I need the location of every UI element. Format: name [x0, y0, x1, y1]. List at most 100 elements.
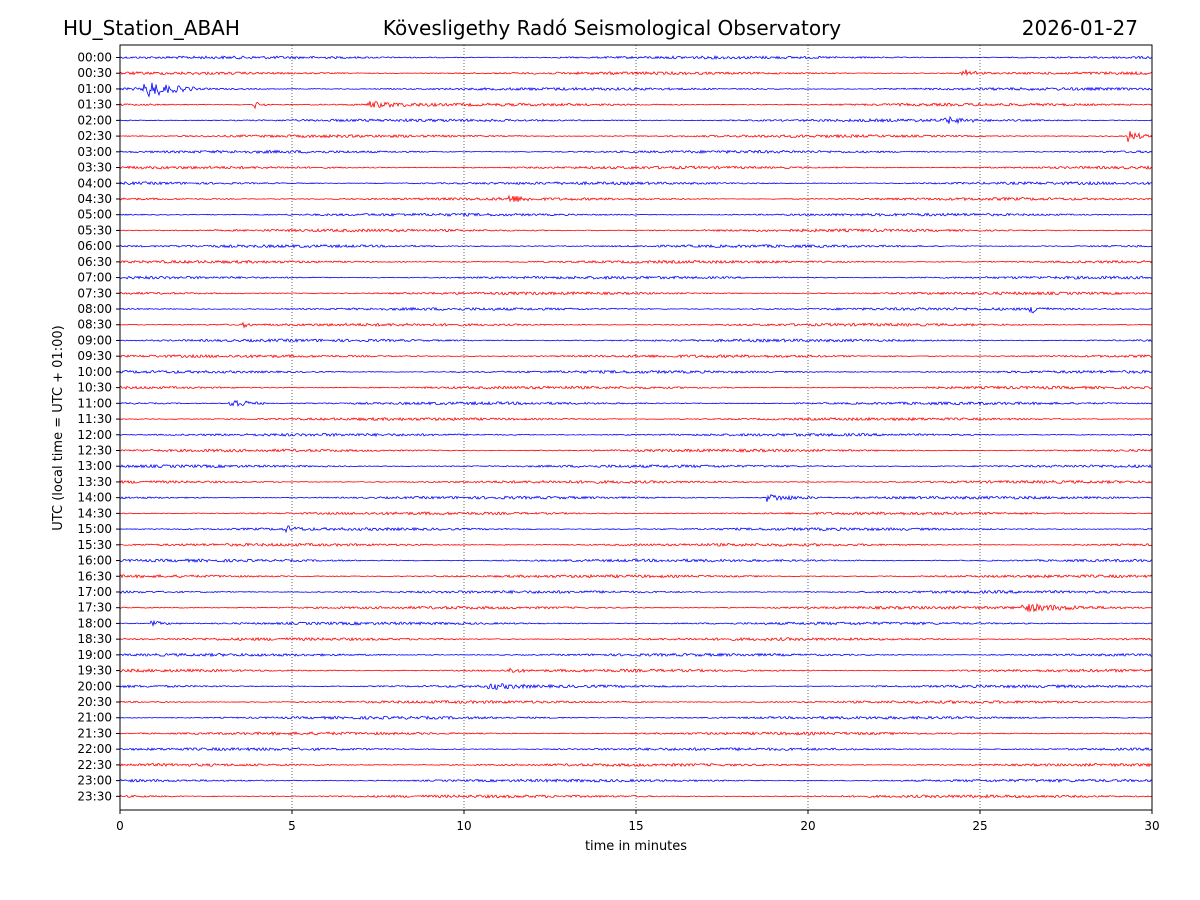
trace-0100 [119, 82, 1153, 98]
y-tick-label: 17:00 [77, 585, 112, 599]
trace-1930 [119, 667, 1153, 674]
plot-frame [119, 44, 1153, 811]
y-tick-label: 00:30 [77, 66, 112, 80]
y-tick-label: 23:00 [77, 774, 112, 788]
trace-0330 [119, 165, 1153, 170]
x-tick-label: 0 [116, 819, 124, 833]
trace-0030 [119, 69, 1153, 77]
trace-0830 [119, 321, 1153, 329]
chart-title: Kövesligethy Radó Seismological Observat… [383, 16, 841, 40]
y-tick-label: 22:00 [77, 742, 112, 756]
x-tick-label: 15 [628, 819, 643, 833]
trace-1530 [119, 542, 1153, 547]
trace-2300 [119, 778, 1153, 784]
trace-0730 [119, 291, 1153, 296]
y-tick-label: 15:30 [77, 538, 112, 552]
y-tick-label: 19:00 [77, 648, 112, 662]
y-tick-label: 02:30 [77, 129, 112, 143]
trace-1130 [119, 416, 1153, 422]
trace-1330 [119, 479, 1153, 485]
trace-1630 [119, 573, 1153, 579]
y-tick-label: 12:00 [77, 428, 112, 442]
x-tick-label: 30 [1144, 819, 1159, 833]
trace-2130 [119, 731, 1153, 736]
gridlines [291, 45, 981, 810]
trace-0300 [119, 149, 1153, 155]
y-tick-label: 13:00 [77, 459, 112, 473]
trace-0930 [119, 353, 1153, 359]
trace-2330 [119, 793, 1153, 799]
trace-0800 [119, 306, 1153, 314]
y-tick-label: 20:30 [77, 695, 112, 709]
y-tick-label: 04:00 [77, 176, 112, 190]
seismic-traces [119, 54, 1153, 799]
y-tick-label: 23:30 [77, 789, 112, 803]
y-tick-label: 10:30 [77, 381, 112, 395]
y-tick-label: 18:00 [77, 616, 112, 630]
trace-1800 [119, 619, 1153, 628]
trace-2000 [119, 683, 1153, 690]
trace-1230 [119, 448, 1153, 453]
y-tick-label: 16:00 [77, 554, 112, 568]
y-tick-label: 14:30 [77, 506, 112, 520]
y-tick-label: 17:30 [77, 601, 112, 615]
y-tick-label: 00:00 [77, 51, 112, 65]
y-tick-label: 06:30 [77, 255, 112, 269]
y-tick-label: 21:30 [77, 726, 112, 740]
trace-0530 [119, 228, 1153, 233]
y-tick-label: 12:30 [77, 444, 112, 458]
trace-1900 [119, 652, 1153, 658]
trace-0400 [119, 180, 1153, 186]
y-tick-label: 09:30 [77, 349, 112, 363]
trace-2200 [119, 746, 1153, 752]
y-tick-label: 07:00 [77, 271, 112, 285]
trace-2030 [119, 699, 1153, 705]
y-tick-label: 18:30 [77, 632, 112, 646]
trace-0430 [119, 194, 1153, 203]
y-tick-label: 06:00 [77, 239, 112, 253]
y-tick-label: 03:30 [77, 161, 112, 175]
trace-2230 [119, 762, 1153, 768]
trace-0700 [119, 275, 1153, 280]
trace-1000 [119, 369, 1153, 375]
trace-1400 [119, 494, 1153, 502]
y-tick-label: 05:30 [77, 223, 112, 237]
y-tick-label: 13:30 [77, 475, 112, 489]
trace-1730 [119, 603, 1153, 613]
trace-0600 [119, 243, 1153, 249]
y-tick-label: 20:00 [77, 679, 112, 693]
y-tick-label: 16:30 [77, 569, 112, 583]
x-tick-label: 10 [456, 819, 471, 833]
trace-2100 [119, 715, 1153, 721]
y-tick-label: 01:00 [77, 82, 112, 96]
y-tick-label: 11:30 [77, 412, 112, 426]
station-title: HU_Station_ABAH [63, 16, 240, 40]
y-tick-label: 09:00 [77, 333, 112, 347]
y-axis-label: UTC (local time = UTC + 01:00) [51, 325, 66, 530]
y-tick-label: 07:30 [77, 286, 112, 300]
y-tick-label: 02:00 [77, 113, 112, 127]
y-tick-label: 14:00 [77, 491, 112, 505]
y-tick-label: 04:30 [77, 192, 112, 206]
trace-0200 [119, 115, 1153, 125]
y-tick-label: 08:00 [77, 302, 112, 316]
trace-0000 [119, 54, 1153, 60]
trace-1830 [119, 636, 1153, 642]
trace-1300 [119, 463, 1153, 469]
y-tick-label: 15:00 [77, 522, 112, 536]
trace-0130 [119, 101, 1153, 110]
y-tick-label: 01:30 [77, 98, 112, 112]
y-tick-label: 10:00 [77, 365, 112, 379]
trace-1700 [119, 589, 1153, 595]
y-tick-label: 19:30 [77, 664, 112, 678]
x-tick-label: 25 [972, 819, 987, 833]
trace-1600 [119, 558, 1153, 563]
trace-1500 [119, 525, 1153, 534]
y-tick-label: 11:00 [77, 396, 112, 410]
trace-1030 [119, 385, 1153, 390]
x-axis-ticks: 0 5 10 15 20 25 30 [116, 810, 1160, 833]
y-tick-label: 21:00 [77, 711, 112, 725]
x-axis-label: time in minutes [585, 839, 687, 854]
trace-0230 [119, 131, 1153, 142]
